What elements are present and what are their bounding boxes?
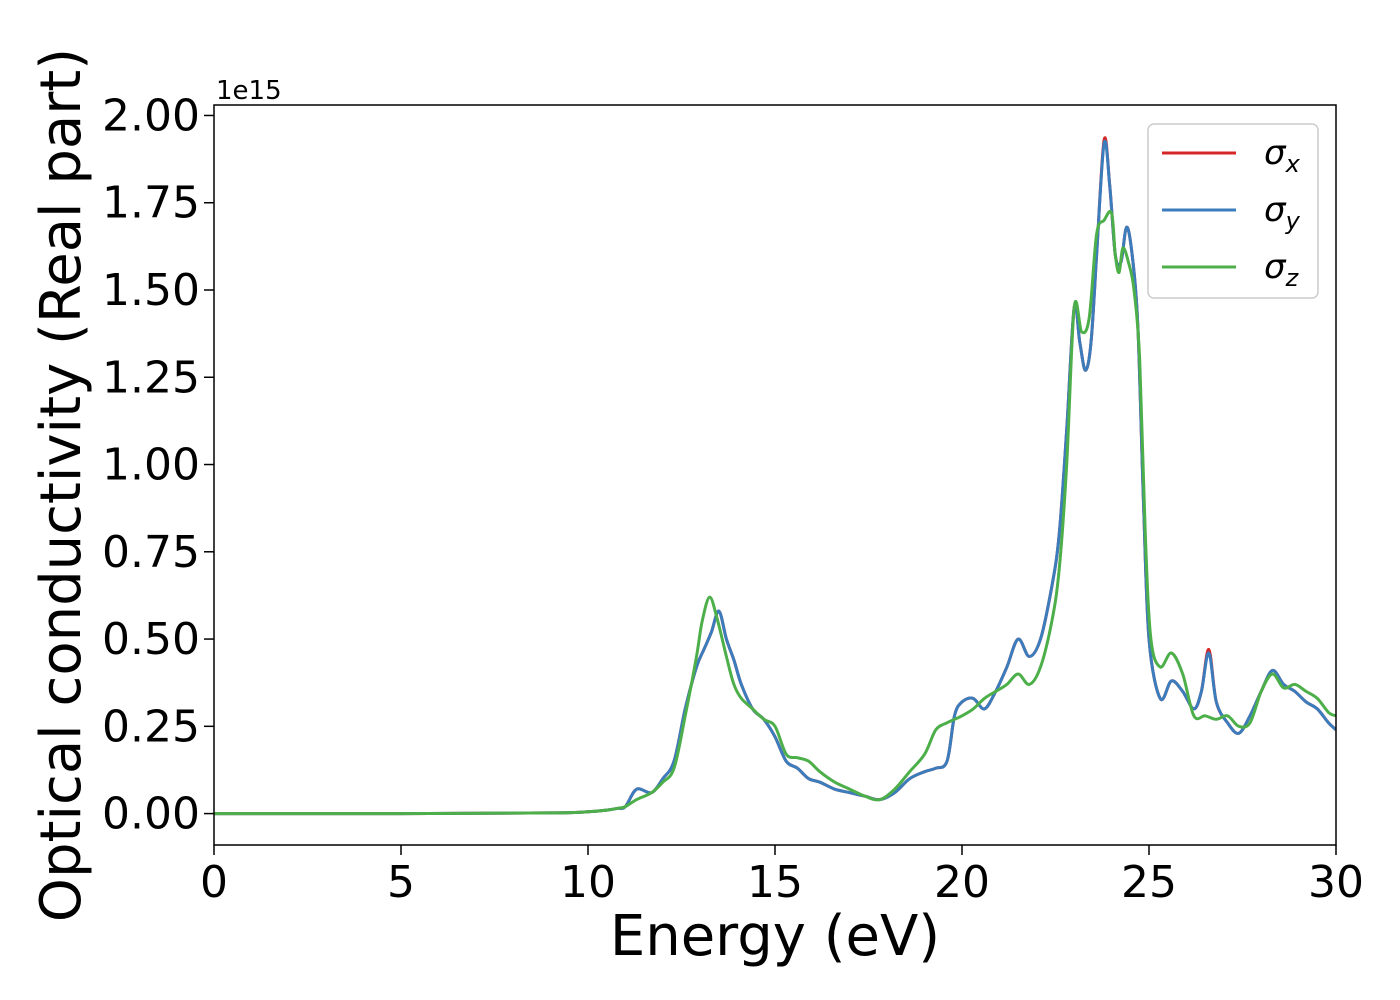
x-tick-label: 30 (1308, 857, 1364, 908)
x-tick-label: 0 (200, 857, 228, 908)
legend-label-x: σx (1264, 133, 1301, 178)
series-layer (214, 136, 1336, 816)
legend-symbol: σ (1264, 133, 1287, 173)
series-line-z (214, 209, 1336, 816)
y-axis-offset-label: 1e15 (216, 76, 282, 106)
legend-subscript: z (1285, 264, 1300, 292)
y-tick-label: 0.25 (102, 701, 200, 752)
x-tick-label: 15 (747, 857, 803, 908)
x-tick-label: 5 (387, 857, 415, 908)
x-axis-label: Energy (eV) (610, 904, 940, 969)
x-tick-label: 25 (1121, 857, 1177, 908)
legend-label-y: σy (1264, 190, 1301, 235)
legend-subscript: y (1285, 207, 1301, 235)
y-axis-ticks: 0.00 0.25 0.50 0.75 1.00 1.25 1.50 1.75 2.00 (102, 90, 214, 840)
y-tick-label: 1.00 (102, 440, 200, 491)
y-tick-label: 1.50 (102, 265, 200, 316)
y-axis-label: Optical conductivity (Real part) (29, 48, 94, 922)
x-tick-label: 20 (934, 857, 990, 908)
x-axis-ticks: 0 5 10 15 20 25 30 (200, 845, 1364, 908)
y-tick-label: 1.75 (102, 178, 200, 229)
series-line-y (214, 139, 1336, 816)
legend-symbol: σ (1264, 190, 1287, 230)
legend-symbol: σ (1264, 247, 1287, 287)
y-tick-label: 0.75 (102, 527, 200, 578)
y-tick-label: 1.25 (102, 352, 200, 403)
legend-subscript: x (1285, 150, 1301, 178)
x-tick-label: 10 (560, 857, 616, 908)
legend-label-z: σz (1264, 247, 1300, 292)
y-tick-label: 0.00 (102, 789, 200, 840)
y-tick-label: 0.50 (102, 614, 200, 665)
y-tick-label: 2.00 (102, 90, 200, 141)
